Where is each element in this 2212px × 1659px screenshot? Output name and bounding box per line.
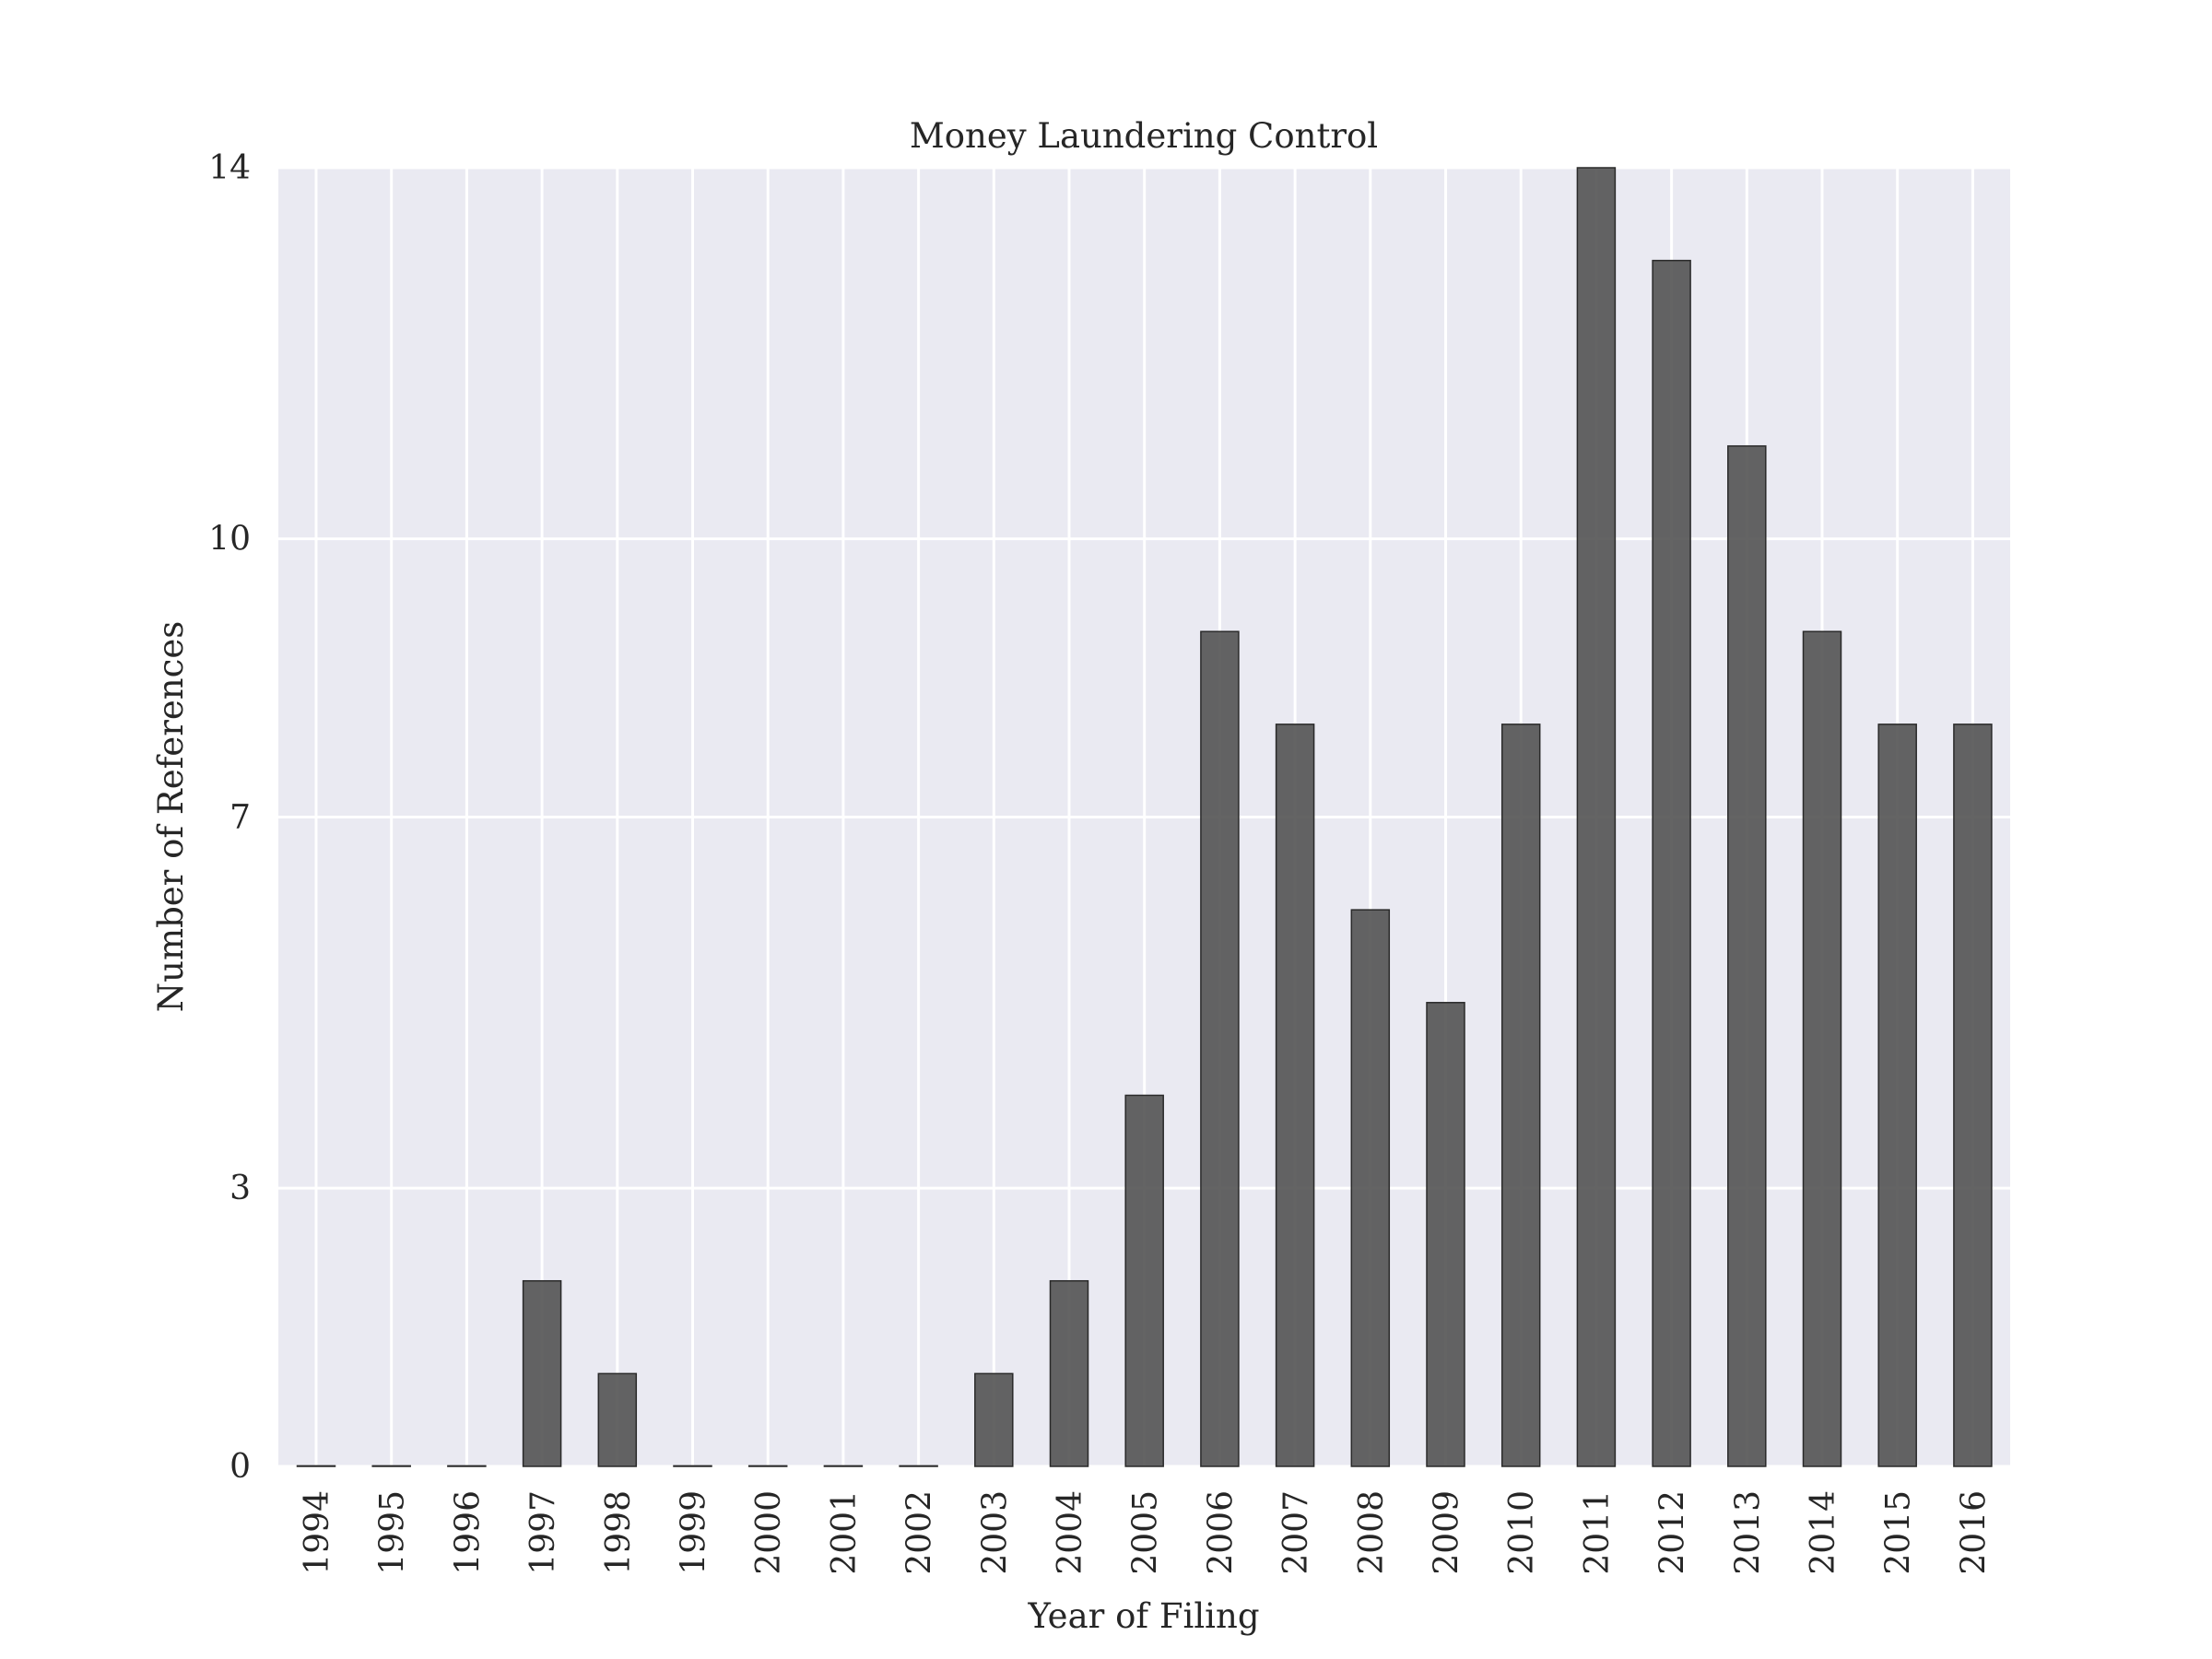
x-tick-label: 1997 [524, 1490, 562, 1575]
bar-2008 [1350, 909, 1391, 1467]
x-tick-label: 2010 [1503, 1490, 1541, 1575]
x-tick-label: 2005 [1127, 1490, 1165, 1575]
bar-2007 [1275, 724, 1315, 1467]
y-tick-label: 7 [229, 799, 251, 837]
x-tick-label: 2006 [1202, 1490, 1240, 1575]
x-tick-label: 2015 [1880, 1490, 1918, 1575]
bar-1999 [673, 1465, 712, 1467]
bar-2015 [1877, 724, 1917, 1467]
bar-1997 [522, 1279, 562, 1467]
x-tick-label: 2012 [1654, 1490, 1692, 1575]
x-tick-label: 2009 [1429, 1490, 1466, 1575]
bar-2006 [1200, 630, 1240, 1467]
bar-2016 [1953, 724, 1993, 1467]
x-tick-label: 1999 [676, 1490, 713, 1575]
bar-2002 [899, 1465, 938, 1467]
x-tick-label: 2016 [1955, 1490, 1993, 1575]
x-tick-label: 1995 [374, 1490, 412, 1575]
bar-2005 [1124, 1094, 1164, 1467]
bar-2010 [1500, 724, 1541, 1467]
bar-2003 [974, 1372, 1014, 1467]
bar-1995 [371, 1465, 411, 1467]
bar-2013 [1727, 445, 1767, 1467]
bar-2004 [1049, 1279, 1089, 1467]
bar-2011 [1576, 167, 1617, 1467]
bars [296, 167, 1993, 1467]
bar-2001 [823, 1465, 864, 1467]
x-tick-label: 2000 [750, 1490, 788, 1575]
y-tick-label: 14 [208, 149, 251, 187]
x-tick-labels: 1994 1995 1996 1997 1998 1999 2000 2001 2002 2003… [299, 1490, 1993, 1575]
x-axis-label: Year of Filing [1027, 1596, 1259, 1636]
x-tick-label: 1998 [600, 1490, 638, 1575]
x-tick-label: 1996 [449, 1490, 487, 1575]
x-tick-label: 2001 [826, 1490, 864, 1575]
y-tick-label: 10 [208, 521, 251, 559]
x-tick-label: 2014 [1805, 1490, 1842, 1575]
x-tick-label: 2013 [1729, 1490, 1767, 1575]
bar-1996 [447, 1465, 487, 1467]
y-tick-labels: 0 3 7 10 14 [208, 149, 251, 1486]
x-tick-label: 2004 [1052, 1490, 1089, 1575]
chart-title: Money Laundering Control [910, 116, 1378, 156]
bar-2000 [747, 1465, 788, 1467]
x-tick-label: 2007 [1277, 1490, 1315, 1575]
bar-2009 [1426, 1002, 1465, 1467]
bar-1998 [597, 1372, 638, 1467]
x-tick-label: 2002 [901, 1490, 939, 1575]
y-tick-label: 0 [229, 1448, 251, 1486]
x-tick-label: 1994 [299, 1490, 336, 1575]
bar-2014 [1802, 630, 1842, 1467]
x-tick-label: 2008 [1353, 1490, 1391, 1575]
y-axis-label: Number of References [151, 621, 191, 1012]
x-tick-label: 2011 [1579, 1490, 1617, 1575]
x-tick-label: 2003 [976, 1490, 1014, 1575]
y-tick-label: 3 [229, 1170, 251, 1207]
bar-2012 [1652, 259, 1691, 1467]
bar-1994 [296, 1465, 336, 1467]
